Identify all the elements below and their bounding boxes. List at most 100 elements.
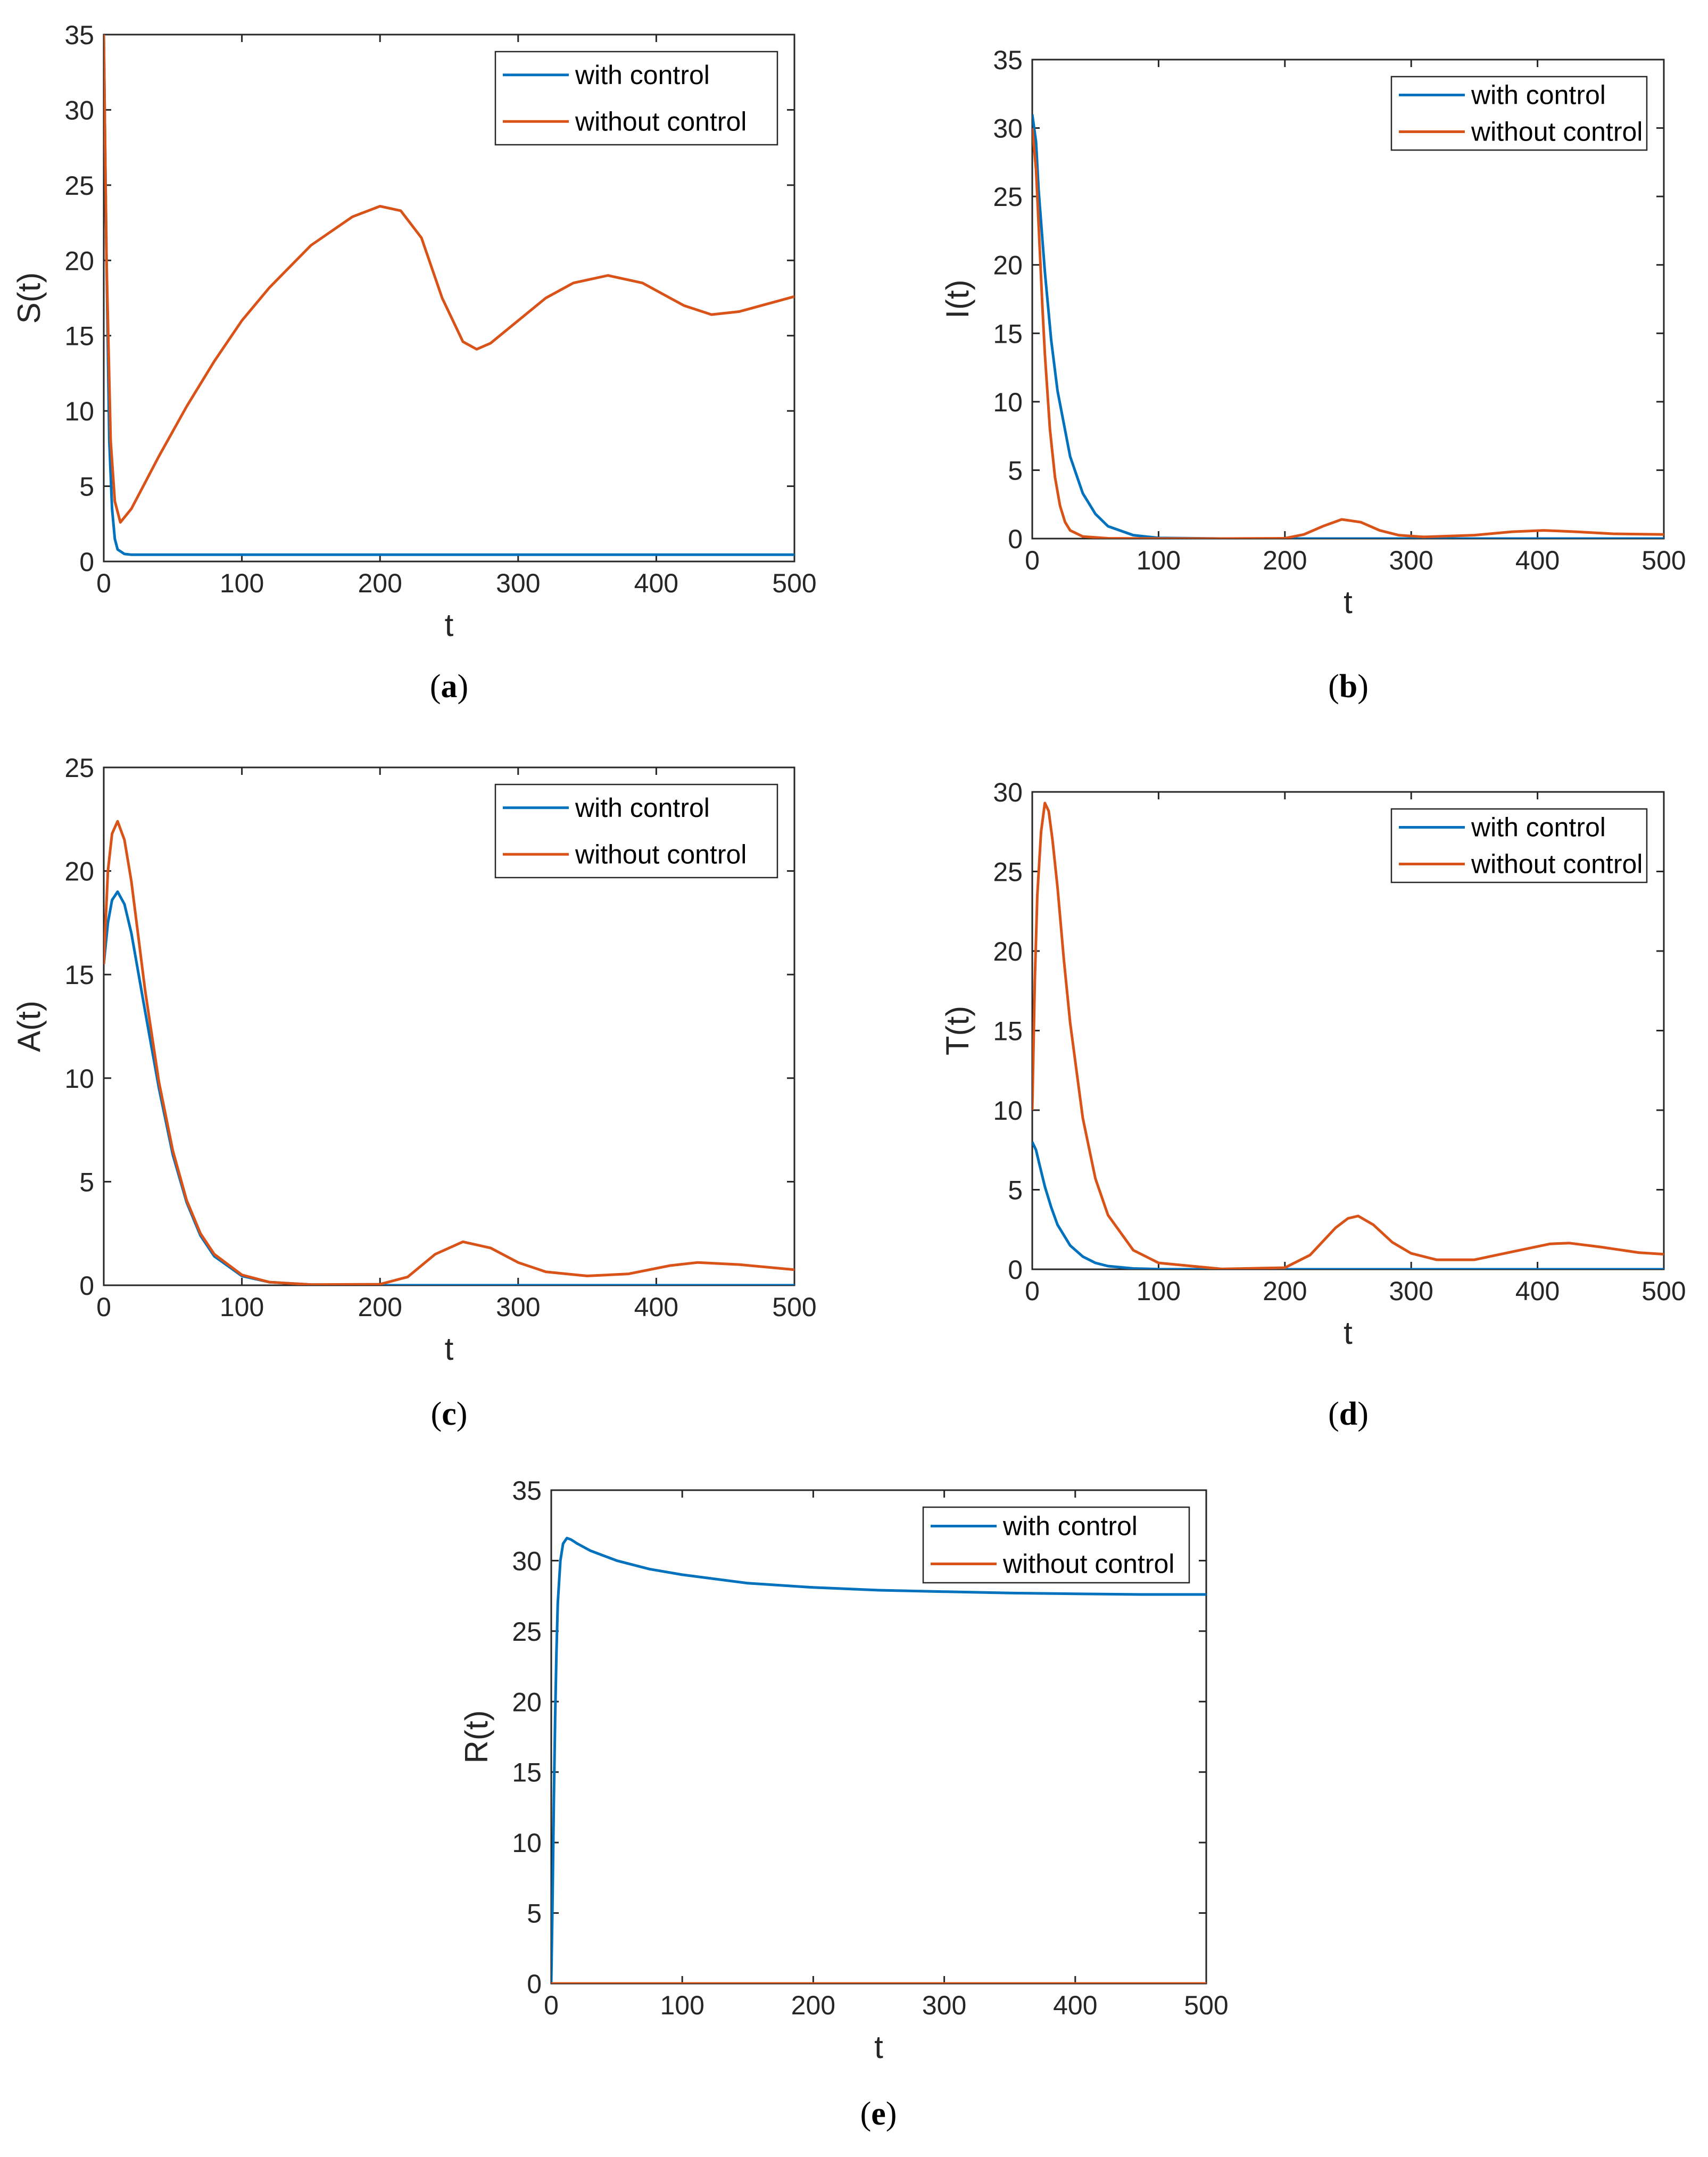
panel-caption-letter: a [441,668,458,705]
x-tick-label: 500 [772,568,816,598]
panel-caption: (d) [1328,1396,1369,1432]
legend-entry-label: without control [1471,849,1643,879]
x-tick-label: 200 [1263,546,1307,575]
legend-box [494,783,778,879]
x-tick-label: 200 [358,568,402,598]
y-tick-label: 15 [64,321,94,351]
panel-caption: (e) [860,2096,897,2132]
x-tick-label: 100 [1137,546,1181,575]
x-tick-label: 400 [1053,1990,1097,2020]
legend-entry-label: without control [1002,1549,1174,1579]
y-tick-label: 20 [512,1687,542,1717]
legend-entry-label: without control [575,839,747,869]
x-tick-label: 300 [496,1292,540,1322]
panel-b-chart: 0 100 200 300 400 500 0 5 10 15 20 25 30 35 t I(t) with … [940,45,1686,705]
x-tick-label: 400 [634,1292,678,1322]
legend-entry-label: with control [1002,1511,1138,1541]
y-tick-label: 5 [1008,456,1023,485]
y-tick-label: 10 [993,1096,1023,1126]
y-tick-label: 25 [64,753,94,783]
legend-entry-label: without control [1471,117,1643,147]
legend-entry-label: with control [1471,813,1606,842]
x-tick-label: 300 [1389,546,1433,575]
panel-a-chart: 0 100 200 300 400 500 0 5 10 15 20 25 30 35 t S(t) with … [11,20,817,705]
legend-entry-label: with control [575,793,710,823]
x-axis-label: t [874,2029,883,2065]
x-tick-label: 400 [634,568,678,598]
y-tick-label: 0 [1008,1255,1023,1285]
y-tick-label: 25 [64,171,94,201]
y-tick-label: 20 [993,251,1023,280]
legend-entry-label: with control [575,60,710,90]
y-tick-label: 5 [79,1167,94,1197]
x-tick-label: 300 [496,568,540,598]
x-tick-label: 300 [1389,1276,1433,1306]
x-axis-label: t [1344,584,1353,620]
y-tick-label: 0 [527,1969,542,1999]
series-line-without-control [104,820,794,1285]
legend-box [1390,76,1648,151]
y-tick-label: 10 [512,1828,542,1858]
y-tick-label: 35 [64,20,94,50]
series-line-without-control [104,35,794,524]
x-tick-label: 0 [1025,546,1040,575]
y-tick-label: 5 [79,472,94,502]
legend-box [1390,808,1648,883]
y-tick-label: 30 [993,114,1023,144]
y-axis-label: A(t) [11,1001,47,1052]
panel-caption: (c) [431,1396,468,1432]
x-tick-label: 400 [1515,546,1560,575]
panel-caption: (a) [430,668,468,705]
x-tick-label: 500 [1184,1990,1228,2020]
panel-caption-letter: b [1339,668,1357,705]
y-tick-label: 15 [993,1016,1023,1046]
panel-caption: (b) [1328,668,1369,705]
panel-caption-letter: e [871,2096,886,2132]
x-tick-label: 400 [1515,1276,1560,1306]
x-tick-label: 100 [220,568,264,598]
y-tick-label: 20 [64,857,94,887]
series-line-with-control [551,1536,1206,1984]
x-tick-label: 0 [544,1990,559,2020]
x-tick-label: 100 [220,1292,264,1322]
y-axis-label: R(t) [459,1710,494,1764]
y-axis-label: S(t) [11,272,47,324]
y-tick-label: 10 [993,387,1023,417]
y-tick-label: 10 [64,396,94,426]
y-tick-label: 25 [993,182,1023,212]
x-tick-label: 100 [1137,1276,1181,1306]
x-tick-label: 500 [1641,546,1686,575]
legend-entry-label: with control [1471,80,1606,110]
panel-e-chart: 0 100 200 300 400 500 0 5 10 15 20 25 30 35 t R(t) with … [459,1476,1229,2132]
y-tick-label: 0 [79,1271,94,1301]
x-tick-label: 0 [96,568,111,598]
y-tick-label: 25 [993,857,1023,887]
y-tick-label: 20 [993,937,1023,966]
y-tick-label: 0 [79,547,94,577]
legend-entry-label: without control [575,106,747,136]
x-tick-label: 500 [772,1292,816,1322]
y-tick-label: 35 [993,45,1023,75]
x-tick-label: 500 [1641,1276,1686,1306]
y-tick-label: 5 [527,1899,542,1929]
panel-c-chart: 0 100 200 300 400 500 0 5 10 15 20 25 t A(t) with cont… [11,753,817,1432]
y-tick-label: 35 [512,1476,542,1506]
x-axis-label: t [445,607,454,643]
y-tick-label: 25 [512,1617,542,1647]
x-axis-label: t [445,1331,454,1367]
y-tick-label: 30 [993,778,1023,807]
series-line-without-control [1032,128,1664,539]
y-tick-label: 15 [64,960,94,990]
x-tick-label: 200 [1263,1276,1307,1306]
panel-d-chart: 0 100 200 300 400 500 0 5 10 15 20 25 30 t T(t) with co… [940,778,1686,1432]
y-tick-label: 10 [64,1064,94,1094]
y-axis-label: T(t) [940,1006,975,1055]
x-tick-label: 200 [358,1292,402,1322]
y-tick-label: 5 [1008,1176,1023,1205]
series-line-with-control [1032,1141,1664,1269]
panel-caption-letter: c [442,1396,457,1432]
series-line-without-control [1032,801,1664,1269]
y-tick-label: 15 [512,1758,542,1788]
y-axis-label: I(t) [940,279,975,318]
